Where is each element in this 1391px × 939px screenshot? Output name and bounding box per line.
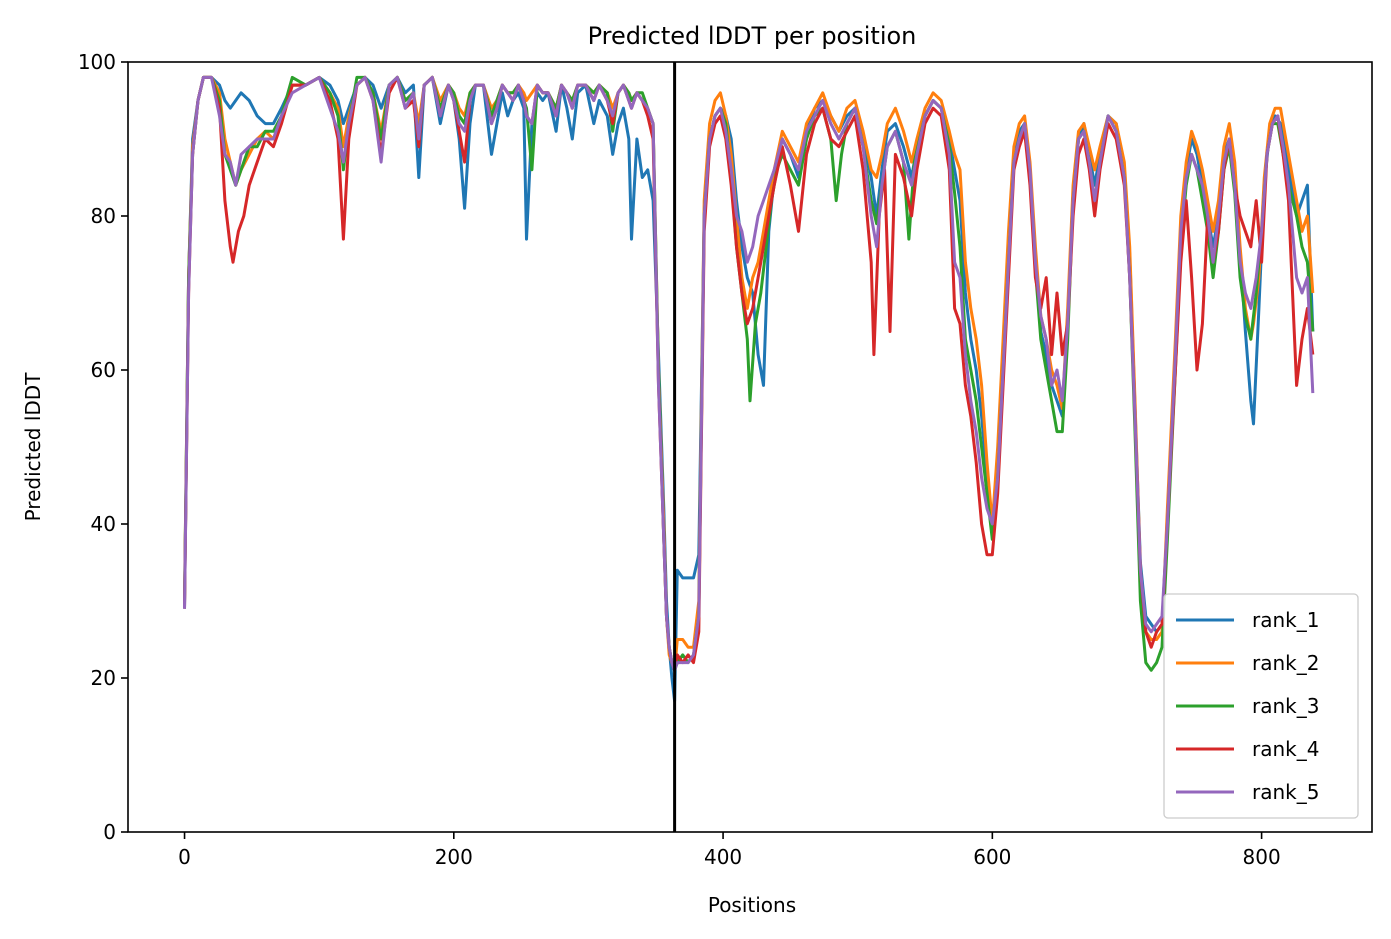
x-tick-label: 800 bbox=[1243, 845, 1281, 869]
legend-box bbox=[1163, 593, 1359, 819]
series-line-rank_5 bbox=[183, 75, 1315, 672]
legend: rank_1 rank_2 rank_3 rank_4 rank_5 bbox=[1163, 593, 1359, 819]
x-tick-label: 400 bbox=[704, 845, 742, 869]
y-axis-title: Predicted lDDT bbox=[21, 372, 45, 522]
x-tick-label: 600 bbox=[973, 845, 1011, 869]
chart-title: Predicted lDDT per position bbox=[588, 22, 917, 50]
legend-label-rank_4: rank_4 bbox=[1252, 737, 1319, 761]
y-axis: 0 20 40 60 80 100 bbox=[78, 50, 128, 844]
y-tick-label: 60 bbox=[91, 358, 116, 382]
legend-label-rank_2: rank_2 bbox=[1252, 651, 1319, 675]
x-tick-label: 200 bbox=[435, 845, 473, 869]
x-tick-label: 0 bbox=[178, 845, 191, 869]
y-tick-label: 40 bbox=[91, 512, 116, 536]
legend-label-rank_3: rank_3 bbox=[1252, 694, 1319, 718]
y-tick-label: 80 bbox=[91, 204, 116, 228]
plot-frame bbox=[127, 61, 1373, 833]
x-axis: 0 200 400 600 800 bbox=[178, 832, 1281, 869]
legend-label-rank_5: rank_5 bbox=[1252, 780, 1319, 804]
legend-label-rank_1: rank_1 bbox=[1252, 608, 1319, 632]
y-tick-label: 20 bbox=[91, 666, 116, 690]
plot-area bbox=[183, 62, 1315, 832]
y-tick-label: 100 bbox=[78, 50, 116, 74]
x-axis-title: Positions bbox=[708, 893, 796, 917]
y-tick-label: 0 bbox=[103, 820, 116, 844]
